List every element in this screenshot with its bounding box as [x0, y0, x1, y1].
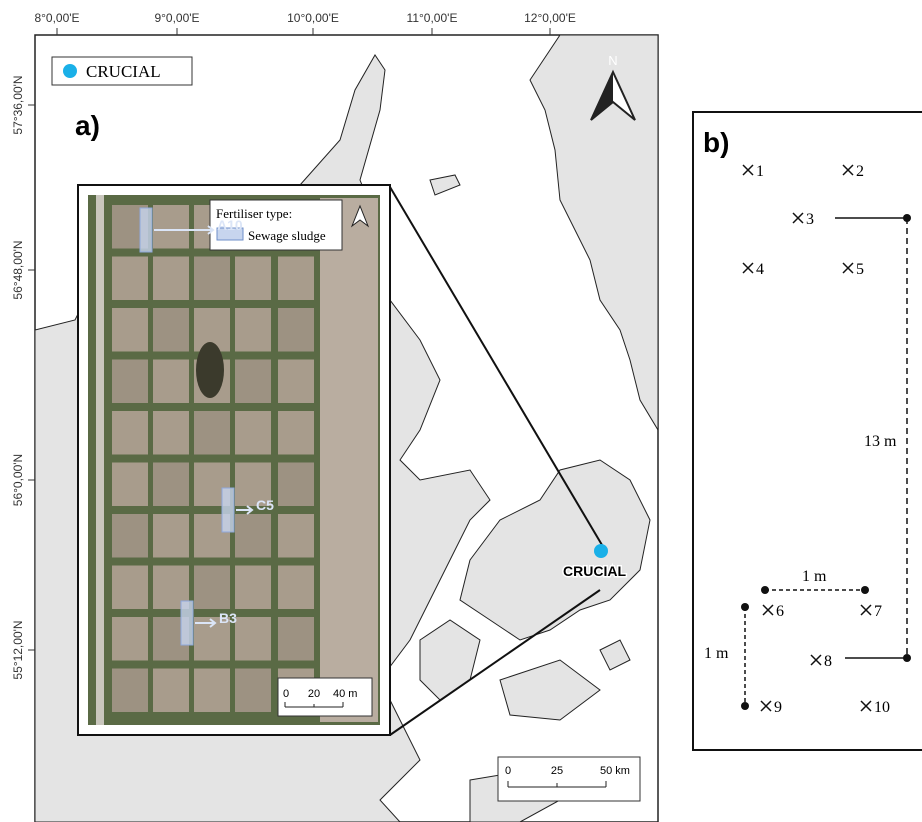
point-label: 2 — [856, 163, 864, 180]
inset-legend-item: Sewage sludge — [248, 228, 326, 243]
panel-label: b) — [703, 127, 729, 158]
figure: 8°0,00'E 9°0,00'E 10°0,00'E 11°0,00'E 12°0,0… — [0, 0, 922, 822]
site-label: CRUCIAL — [563, 563, 626, 579]
plot — [278, 463, 314, 507]
plot — [235, 669, 271, 713]
plot — [153, 514, 189, 558]
plot — [194, 257, 230, 301]
point-label: 5 — [856, 261, 864, 278]
longitude-labels: 8°0,00'E 9°0,00'E 10°0,00'E 11°0,00'E 12°0,0… — [34, 11, 575, 35]
plot — [235, 514, 271, 558]
latitude-label: 57°36,00'N — [11, 75, 25, 134]
latitude-labels: 57°36,00'N 56°48,00'N 56°0,00'N 55°12,00'N — [11, 75, 35, 679]
plot — [278, 411, 314, 455]
plot-highlight — [181, 601, 193, 645]
plot-label: C5 — [256, 497, 274, 513]
plot — [112, 360, 148, 404]
longitude-label: 12°0,00'E — [524, 11, 576, 25]
plot — [278, 566, 314, 610]
scale-label: 0 — [505, 765, 511, 777]
inset-scale-label: 40 m — [333, 688, 357, 700]
legend-marker — [63, 64, 77, 78]
dimension-label: 1 m — [802, 568, 827, 585]
plot — [153, 308, 189, 352]
latitude-label: 55°12,00'N — [11, 620, 25, 679]
panel-label: a) — [75, 110, 100, 141]
north-label: N — [608, 53, 617, 68]
plot — [194, 411, 230, 455]
point-label: 10 — [874, 699, 890, 716]
inset-scale-box — [278, 678, 372, 716]
point-label: 3 — [806, 211, 814, 228]
plot — [112, 566, 148, 610]
plot — [235, 308, 271, 352]
latitude-label: 56°48,00'N — [11, 240, 25, 299]
plot — [112, 411, 148, 455]
legend-label: CRUCIAL — [86, 62, 161, 81]
point-label: 6 — [776, 603, 784, 620]
plot — [278, 514, 314, 558]
plot-highlight — [222, 488, 234, 532]
plot — [112, 514, 148, 558]
dimension-label: 13 m — [864, 433, 897, 450]
point-label: 8 — [824, 653, 832, 670]
point-label: 4 — [756, 261, 764, 278]
plot — [153, 257, 189, 301]
bare-field — [320, 198, 378, 722]
plot — [194, 566, 230, 610]
plot — [153, 360, 189, 404]
scale-label: 50 km — [600, 765, 630, 777]
latitude-label: 56°0,00'N — [11, 454, 25, 506]
longitude-label: 8°0,00'E — [34, 11, 79, 25]
plot — [153, 205, 189, 249]
point-label: 7 — [874, 603, 882, 620]
plot — [194, 669, 230, 713]
inset-scale-label: 20 — [308, 688, 320, 700]
point-label: 9 — [774, 699, 782, 716]
plot-label: B3 — [219, 610, 237, 626]
plot — [112, 257, 148, 301]
plot — [153, 411, 189, 455]
dimension-label: 1 m — [704, 645, 729, 662]
tree — [196, 342, 224, 398]
plot — [278, 617, 314, 661]
plot — [112, 463, 148, 507]
plot-highlight — [140, 208, 152, 252]
plot — [235, 411, 271, 455]
plot — [112, 308, 148, 352]
plot — [235, 360, 271, 404]
site-marker — [594, 544, 608, 558]
plot — [153, 463, 189, 507]
inset-scale-label: 0 — [283, 688, 289, 700]
road — [96, 195, 104, 725]
plot — [235, 566, 271, 610]
longitude-label: 11°0,00'E — [407, 11, 458, 25]
plot — [153, 669, 189, 713]
point-label: 1 — [756, 163, 764, 180]
scale-label: 25 — [551, 765, 563, 777]
longitude-label: 9°0,00'E — [154, 11, 199, 25]
scale-box — [498, 757, 640, 801]
plot — [278, 360, 314, 404]
plot — [235, 257, 271, 301]
plot — [112, 617, 148, 661]
plot — [112, 669, 148, 713]
plot — [235, 617, 271, 661]
plot-label: A10 — [217, 217, 243, 233]
longitude-label: 10°0,00'E — [287, 11, 339, 25]
plot — [278, 257, 314, 301]
plot — [278, 308, 314, 352]
